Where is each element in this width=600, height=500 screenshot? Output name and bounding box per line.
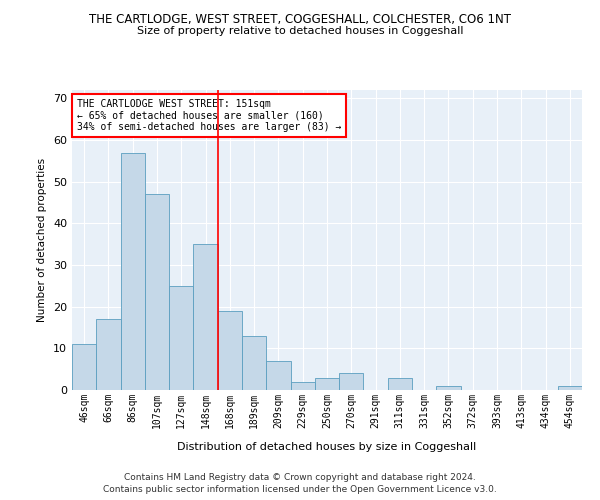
Bar <box>315 378 339 390</box>
Text: Contains HM Land Registry data © Crown copyright and database right 2024.: Contains HM Land Registry data © Crown c… <box>124 472 476 482</box>
Bar <box>388 378 412 390</box>
Text: Contains public sector information licensed under the Open Government Licence v3: Contains public sector information licen… <box>103 485 497 494</box>
Bar <box>242 336 266 390</box>
Bar <box>266 361 290 390</box>
Text: THE CARTLODGE WEST STREET: 151sqm
← 65% of detached houses are smaller (160)
34%: THE CARTLODGE WEST STREET: 151sqm ← 65% … <box>77 99 341 132</box>
Bar <box>96 319 121 390</box>
Text: Size of property relative to detached houses in Coggeshall: Size of property relative to detached ho… <box>137 26 463 36</box>
Text: Distribution of detached houses by size in Coggeshall: Distribution of detached houses by size … <box>178 442 476 452</box>
Bar <box>193 244 218 390</box>
Y-axis label: Number of detached properties: Number of detached properties <box>37 158 47 322</box>
Bar <box>290 382 315 390</box>
Bar <box>558 386 582 390</box>
Bar <box>436 386 461 390</box>
Text: THE CARTLODGE, WEST STREET, COGGESHALL, COLCHESTER, CO6 1NT: THE CARTLODGE, WEST STREET, COGGESHALL, … <box>89 12 511 26</box>
Bar <box>121 152 145 390</box>
Bar <box>339 374 364 390</box>
Bar <box>218 311 242 390</box>
Bar <box>169 286 193 390</box>
Bar <box>145 194 169 390</box>
Bar <box>72 344 96 390</box>
